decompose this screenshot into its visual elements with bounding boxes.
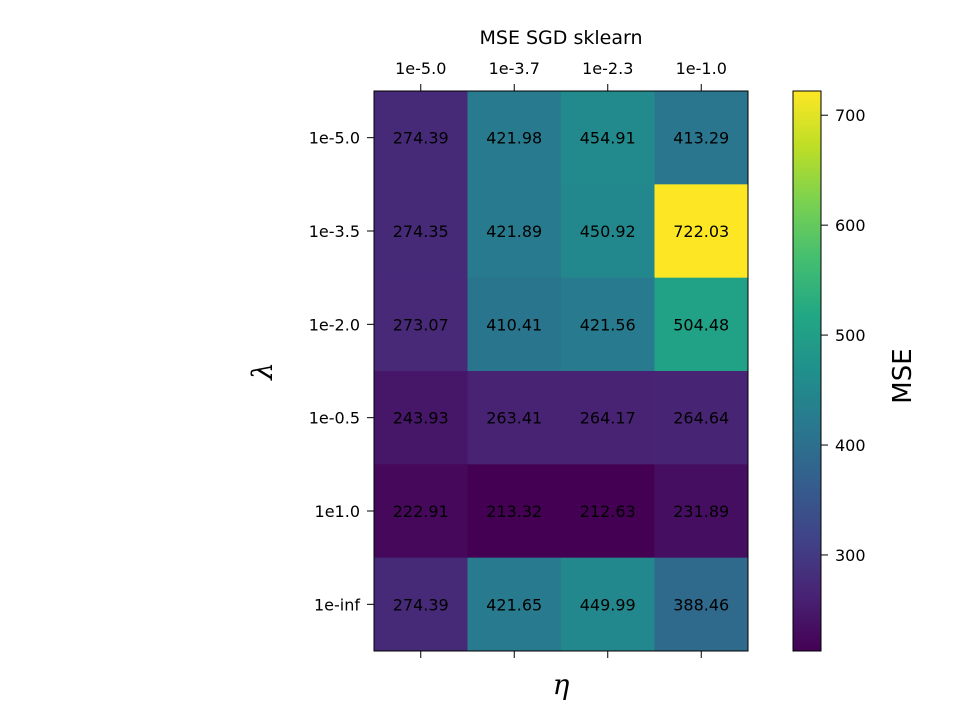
cell-value-label: 421.98 bbox=[486, 129, 542, 148]
cell-value-label: 273.07 bbox=[393, 315, 449, 334]
cell-value-label: 722.03 bbox=[673, 222, 729, 241]
heatmap-cell bbox=[561, 557, 655, 652]
heatmap-cell bbox=[654, 557, 749, 652]
cell-value-label: 274.35 bbox=[393, 222, 449, 241]
y-axis-ticks: 1e-5.0 1e-3.5 1e-2.0 1e-0.5 1e1.0 1e-inf bbox=[309, 129, 374, 614]
heatmap-cell bbox=[654, 184, 749, 279]
cell-value-label: 413.29 bbox=[673, 129, 729, 148]
heatmap-cell bbox=[467, 371, 562, 465]
cell-value-label: 421.65 bbox=[486, 595, 542, 614]
cell-value-label: 243.93 bbox=[393, 409, 449, 428]
cell-value-label: 449.99 bbox=[580, 595, 636, 614]
cell-value-label: 274.39 bbox=[393, 595, 449, 614]
heatmap-cell bbox=[654, 464, 749, 559]
x-axis-ticks: 1e-5.0 1e-3.7 1e-2.3 1e-1.0 bbox=[395, 59, 727, 658]
colorbar-tick-label: 600 bbox=[835, 216, 866, 235]
heatmap-cell bbox=[654, 91, 749, 185]
plot-frame bbox=[373, 90, 749, 652]
cell-value-label: 264.64 bbox=[673, 409, 729, 428]
heatmap-cell bbox=[561, 184, 655, 279]
cell-value-label: 388.46 bbox=[673, 595, 729, 614]
colorbar-tick-label: 400 bbox=[835, 436, 866, 455]
x-tick-label: 1e-3.7 bbox=[489, 59, 540, 78]
cell-value-label: 454.91 bbox=[580, 129, 636, 148]
heatmap-cell bbox=[561, 464, 655, 559]
colorbar-ticks: 300 400 500 600 700 bbox=[821, 106, 866, 565]
heatmap-cell bbox=[374, 371, 468, 465]
colorbar-tick-label: 700 bbox=[835, 106, 866, 125]
cell-value-label: 212.63 bbox=[580, 502, 636, 521]
heatmap-cell bbox=[467, 91, 562, 185]
cell-value-label: 421.89 bbox=[486, 222, 542, 241]
cell-value-label: 274.39 bbox=[393, 129, 449, 148]
x-tick-label: 1e-5.0 bbox=[395, 59, 446, 78]
cell-value-label: 421.56 bbox=[580, 315, 636, 334]
y-axis-label: λ bbox=[246, 362, 279, 381]
y-tick-label: 1e1.0 bbox=[315, 502, 360, 521]
heatmap-cell bbox=[374, 464, 468, 559]
cell-value-label: 450.92 bbox=[580, 222, 636, 241]
y-tick-label: 1e-inf bbox=[314, 595, 360, 614]
cell-value-label: 410.41 bbox=[486, 315, 542, 334]
cell-value-label: 231.89 bbox=[673, 502, 729, 521]
x-axis-label: η bbox=[553, 668, 570, 701]
heatmap-cell bbox=[374, 557, 468, 652]
colorbar-tick-label: 300 bbox=[835, 546, 866, 565]
colorbar bbox=[792, 90, 822, 652]
heatmap-cells: 274.39 421.98 454.91 413.29 274.35 421.89 450.… bbox=[374, 91, 749, 652]
heatmap-cell bbox=[561, 91, 655, 185]
x-tick-label: 1e-2.3 bbox=[582, 59, 633, 78]
cell-value-label: 504.48 bbox=[673, 315, 729, 334]
cell-value-label: 213.32 bbox=[486, 502, 542, 521]
colorbar-label: MSE bbox=[888, 348, 918, 403]
heatmap-cell bbox=[561, 371, 655, 465]
cell-value-label: 264.17 bbox=[580, 409, 636, 428]
colorbar-tick-label: 500 bbox=[835, 326, 866, 345]
chart-title: MSE SGD sklearn bbox=[480, 27, 643, 49]
y-tick-label: 1e-5.0 bbox=[309, 129, 360, 148]
heatmap-cell bbox=[467, 557, 562, 652]
heatmap-cell bbox=[561, 277, 655, 372]
heatmap-cell bbox=[467, 184, 562, 279]
cell-value-label: 222.91 bbox=[393, 502, 449, 521]
heatmap-cell bbox=[374, 277, 468, 372]
heatmap-cell bbox=[654, 371, 749, 465]
heatmap-cell bbox=[467, 464, 562, 559]
y-tick-label: 1e-2.0 bbox=[309, 315, 360, 334]
heatmap-cell bbox=[467, 277, 562, 372]
heatmap-cell bbox=[374, 91, 468, 185]
heatmap-cell bbox=[654, 277, 749, 372]
cell-value-label: 263.41 bbox=[486, 409, 542, 428]
heatmap-cell bbox=[374, 184, 468, 279]
x-tick-label: 1e-1.0 bbox=[676, 59, 727, 78]
y-tick-label: 1e-3.5 bbox=[309, 222, 360, 241]
y-tick-label: 1e-0.5 bbox=[309, 409, 360, 428]
